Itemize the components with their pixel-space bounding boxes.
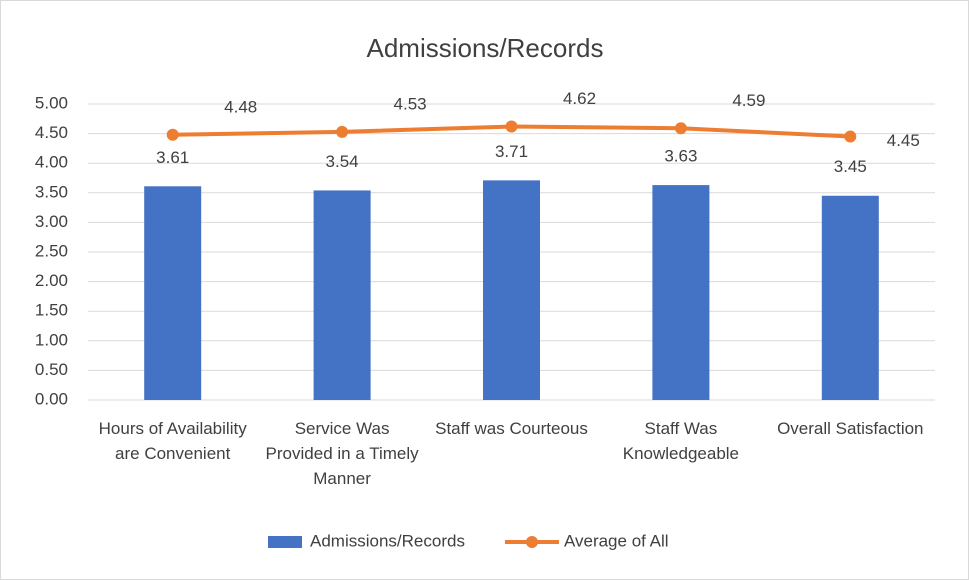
data-label: 3.45	[834, 157, 867, 176]
data-label: 3.71	[495, 142, 528, 161]
x-tick-label: Staff Was Knowledgeable	[622, 419, 740, 463]
data-label: 3.61	[156, 148, 189, 167]
bar	[483, 180, 540, 400]
y-tick-label: 2.00	[35, 271, 68, 290]
bar	[313, 190, 371, 400]
y-tick-label: 0.50	[35, 360, 68, 379]
y-tick-label: 3.00	[35, 212, 68, 231]
y-tick-label: 4.00	[35, 153, 68, 172]
y-tick-label: 1.00	[35, 330, 68, 349]
y-tick-label: 0.00	[35, 389, 68, 408]
y-tick-label: 2.50	[35, 241, 68, 260]
legend-marker	[525, 536, 538, 548]
data-label: 4.62	[563, 89, 596, 108]
y-tick-label: 4.50	[35, 123, 68, 142]
line-marker	[336, 125, 349, 138]
x-tick-label: Hours of Availability are Convenient	[98, 419, 247, 463]
x-tick-label: Overall Satisfaction	[777, 419, 924, 438]
bar	[821, 195, 879, 400]
legend-swatch	[268, 536, 302, 548]
y-tick-label: 3.50	[35, 182, 68, 201]
y-tick-label: 5.00	[35, 93, 68, 112]
line-marker	[505, 120, 518, 133]
legend-label: Average of All	[564, 531, 669, 550]
legend-label: Admissions/Records	[310, 531, 465, 550]
bar	[652, 185, 710, 400]
data-label: 4.53	[394, 94, 427, 113]
y-tick-label: 1.50	[35, 301, 68, 320]
bar	[144, 186, 202, 400]
chart-title: Admissions/Records	[367, 33, 604, 63]
data-label: 4.48	[224, 97, 257, 116]
line-marker	[844, 130, 857, 143]
x-tick-label: Service Was Provided in a Timely Manner	[265, 419, 419, 488]
data-label: 3.63	[664, 147, 697, 166]
x-tick-label: Staff was Courteous	[435, 419, 588, 438]
data-label: 4.45	[887, 131, 920, 150]
data-label: 3.54	[326, 152, 359, 171]
data-label: 4.59	[732, 91, 765, 110]
line-marker	[166, 128, 179, 141]
line-marker	[674, 122, 687, 135]
